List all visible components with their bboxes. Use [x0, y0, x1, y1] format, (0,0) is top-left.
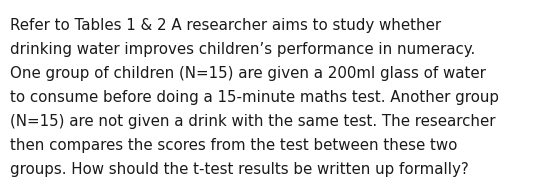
Text: then compares the scores from the test between these two: then compares the scores from the test b… [10, 138, 458, 153]
Text: One group of children (N=15) are given a 200ml glass of water: One group of children (N=15) are given a… [10, 66, 486, 81]
Text: (N=15) are not given a drink with the same test. The researcher: (N=15) are not given a drink with the sa… [10, 114, 496, 129]
Text: Refer to Tables 1 & 2 A researcher aims to study whether: Refer to Tables 1 & 2 A researcher aims … [10, 18, 441, 33]
Text: groups. How should the t-test results be written up formally?: groups. How should the t-test results be… [10, 162, 469, 177]
Text: to consume before doing a 15-minute maths test. Another group: to consume before doing a 15-minute math… [10, 90, 499, 105]
Text: drinking water improves children’s performance in numeracy.: drinking water improves children’s perfo… [10, 42, 475, 57]
